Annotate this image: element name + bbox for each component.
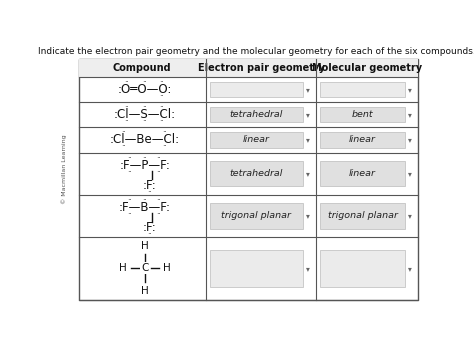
Bar <box>210 250 303 287</box>
Text: Electron pair geometry: Electron pair geometry <box>198 63 325 73</box>
Bar <box>210 203 303 228</box>
Text: :Cl—Be—Cl:: :Cl—Be—Cl: <box>110 133 180 147</box>
Text: ▾: ▾ <box>306 211 310 220</box>
Text: ▾: ▾ <box>408 135 411 145</box>
Text: ··: ·· <box>143 196 147 205</box>
Text: trigonal planar: trigonal planar <box>221 211 292 220</box>
Text: ··: ·· <box>143 103 147 112</box>
Text: ▾: ▾ <box>408 110 411 119</box>
Text: ··: ·· <box>127 168 132 177</box>
Bar <box>210 161 303 187</box>
Text: ··: ·· <box>159 78 164 87</box>
Text: ··: ·· <box>156 154 161 163</box>
Bar <box>320 250 405 287</box>
Text: C: C <box>141 263 148 273</box>
Text: ··: ·· <box>162 143 166 151</box>
Text: :Cl—S—Cl:: :Cl—S—Cl: <box>114 108 176 121</box>
Text: :F:: :F: <box>143 221 156 234</box>
Text: H: H <box>119 263 127 273</box>
Text: ··: ·· <box>147 230 152 239</box>
Text: ▾: ▾ <box>306 85 310 94</box>
Text: Compound: Compound <box>113 63 172 73</box>
Text: ··: ·· <box>121 143 126 151</box>
Text: ··: ·· <box>159 117 164 126</box>
Text: :O═O—O:: :O═O—O: <box>118 83 172 96</box>
Bar <box>210 132 303 148</box>
Text: H: H <box>163 263 170 273</box>
Text: ··: ·· <box>124 117 128 126</box>
Bar <box>210 107 303 122</box>
Bar <box>79 59 418 77</box>
Text: :F—B—F:: :F—B—F: <box>119 201 171 214</box>
Bar <box>320 82 405 97</box>
Text: © Macmillan Learning: © Macmillan Learning <box>62 134 67 204</box>
Bar <box>320 132 405 148</box>
Text: ▾: ▾ <box>408 211 411 220</box>
Text: Molecular geometry: Molecular geometry <box>312 63 422 73</box>
Text: ··: ·· <box>121 129 126 137</box>
Text: ▾: ▾ <box>408 169 411 178</box>
Text: ··: ·· <box>124 103 128 112</box>
Text: ··: ·· <box>156 168 161 177</box>
Text: H: H <box>141 241 149 251</box>
Text: :F:: :F: <box>143 179 156 192</box>
Bar <box>320 107 405 122</box>
Text: ··: ·· <box>162 129 166 137</box>
Text: ··: ·· <box>143 154 147 163</box>
Text: ▾: ▾ <box>306 135 310 145</box>
Text: bent: bent <box>352 110 374 119</box>
Text: tetrahedral: tetrahedral <box>230 169 283 178</box>
Text: ··: ·· <box>156 196 161 205</box>
Text: ··: ·· <box>147 188 152 197</box>
Text: linear: linear <box>349 135 376 145</box>
Text: ··: ·· <box>125 78 129 87</box>
Text: :F—P—F:: :F—P—F: <box>119 159 170 172</box>
Text: ▾: ▾ <box>408 85 411 94</box>
Text: ··: ·· <box>143 117 147 126</box>
Text: ··: ·· <box>159 92 164 101</box>
Text: ··: ·· <box>127 196 132 205</box>
Text: ··: ·· <box>156 210 161 219</box>
Bar <box>320 161 405 187</box>
Text: Indicate the electron pair geometry and the molecular geometry for each of the s: Indicate the electron pair geometry and … <box>38 47 474 56</box>
Text: ▾: ▾ <box>408 264 411 273</box>
Bar <box>210 82 303 97</box>
Text: H: H <box>141 286 149 296</box>
Text: linear: linear <box>243 135 270 145</box>
Text: tetrahedral: tetrahedral <box>230 110 283 119</box>
Text: ▾: ▾ <box>306 264 310 273</box>
Text: linear: linear <box>349 169 376 178</box>
Text: ··: ·· <box>127 154 132 163</box>
Text: ··: ·· <box>159 103 164 112</box>
Text: ··: ·· <box>143 78 147 87</box>
Text: ··: ·· <box>127 210 132 219</box>
Bar <box>320 203 405 228</box>
Text: ▾: ▾ <box>306 110 310 119</box>
Text: ▾: ▾ <box>306 169 310 178</box>
Text: trigonal planar: trigonal planar <box>328 211 397 220</box>
